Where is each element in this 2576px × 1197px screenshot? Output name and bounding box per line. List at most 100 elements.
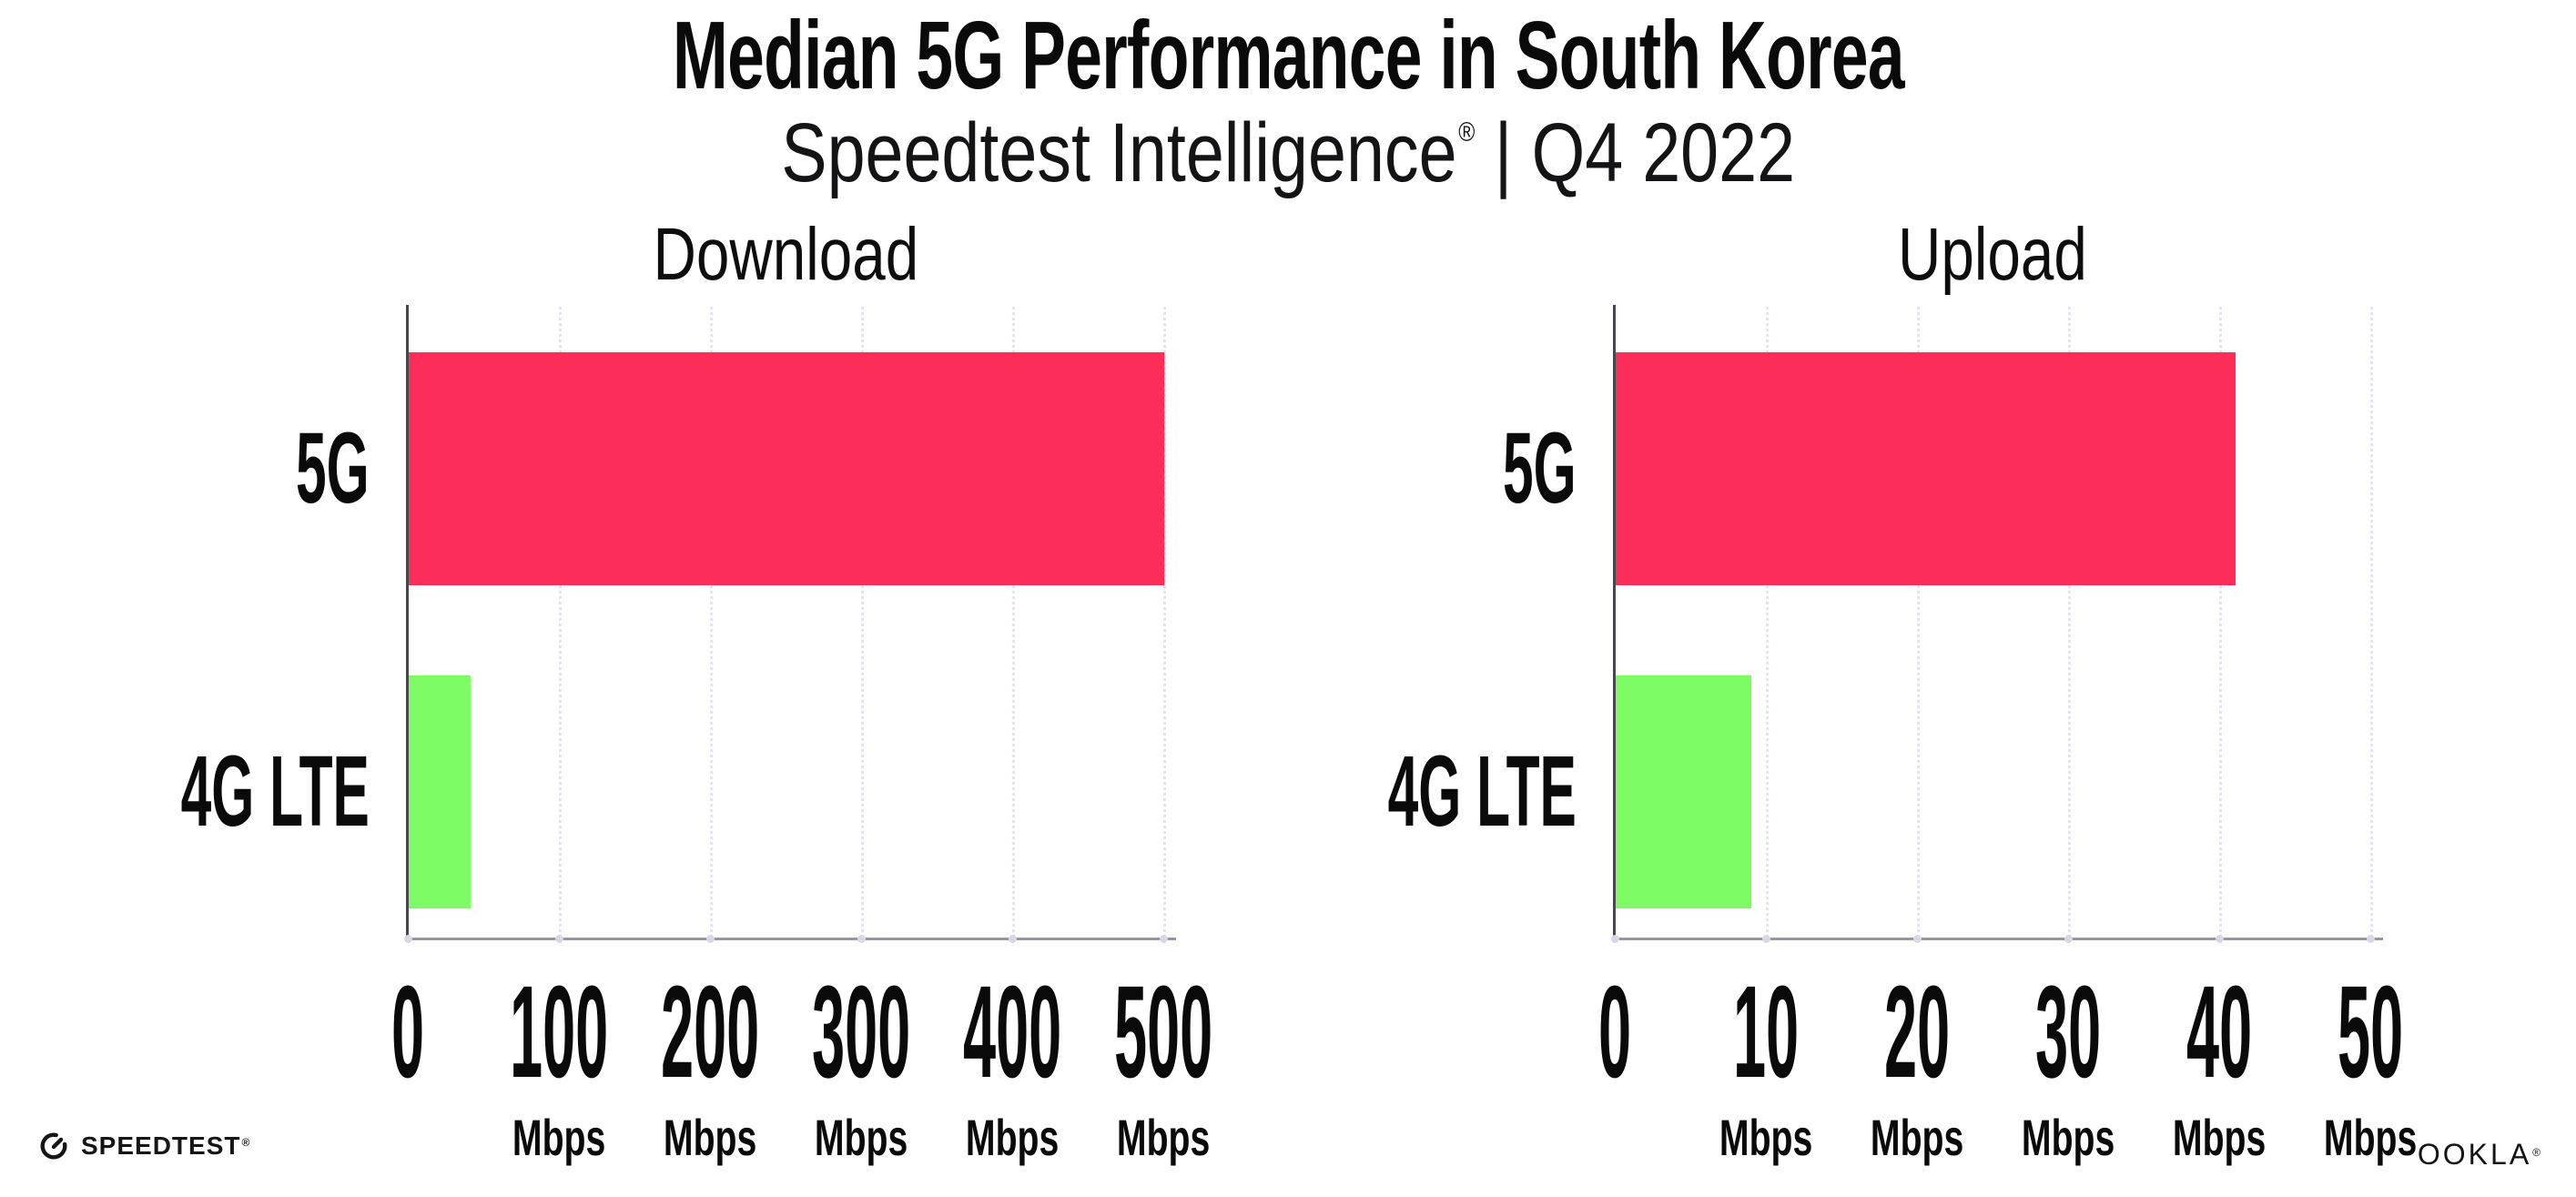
category-label-text-4g-lte: 4G LTE [180, 735, 370, 847]
x-tick-unit-30: Mbps [1932, 1111, 2205, 1164]
x-tick-unit-400: Mbps [876, 1111, 1149, 1164]
x-tick-label-30: 30 [1932, 964, 2205, 1101]
axis-tick-dot-40 [2215, 935, 2224, 943]
gridline-200 [710, 307, 713, 938]
x-tick-unit-50: Mbps [2234, 1111, 2507, 1164]
gridline-30 [2068, 307, 2071, 938]
x-tick-value: 100 [509, 959, 609, 1105]
subtitle-period: Q4 2022 [1531, 107, 1795, 199]
x-tick-unit-text: Mbps [965, 1109, 1060, 1166]
x-tick-label-0: 0 [271, 964, 544, 1101]
x-tick-unit-text: Mbps [814, 1109, 908, 1166]
x-tick-label-10: 10 [1629, 964, 1902, 1101]
axis-tick-dot-30 [2064, 935, 2073, 943]
x-tick-label-0: 0 [1478, 964, 1751, 1101]
category-label-text-5g: 5G [296, 412, 370, 524]
x-tick-unit-text: Mbps [2021, 1109, 2115, 1166]
upload-chart: Upload 0 Mbps 10 Mbps 20 Mbps 30 Mbps 40 Mbps 50 5G… [1388, 214, 2417, 1164]
download-chart-title: Download [353, 214, 1218, 296]
x-tick-label-300: 300 [725, 964, 998, 1101]
x-tick-value: 40 [2186, 959, 2253, 1105]
x-tick-label-100: 100 [422, 964, 695, 1101]
speedtest-wordmark: SPEEDTEST [81, 1131, 241, 1160]
x-tick-value: 300 [811, 959, 911, 1105]
ookla-logo: OOKLA® [2418, 1138, 2543, 1172]
axis-tick-dot-200 [705, 935, 715, 943]
x-tick-unit-text: Mbps [1719, 1109, 1813, 1166]
x-tick-value: 50 [2337, 959, 2404, 1105]
x-tick-value: 200 [660, 959, 760, 1105]
bar-4g-lte [409, 675, 472, 908]
x-tick-label-200: 200 [573, 964, 847, 1101]
x-tick-value: 400 [962, 959, 1062, 1105]
x-tick-unit-300: Mbps [725, 1111, 998, 1164]
speedtest-registered-mark: ® [241, 1136, 251, 1149]
gridline-40 [2219, 307, 2222, 938]
page-title-text: Median 5G Performance in South Korea [672, 2, 1905, 109]
ookla-wordmark: OOKLA [2417, 1138, 2532, 1171]
x-tick-label-20: 20 [1780, 964, 2054, 1101]
x-tick-label-400: 400 [876, 964, 1149, 1101]
axis-tick-dot-0 [403, 935, 412, 943]
category-label-4g-lte: 4G LTE [0, 739, 370, 845]
download-chart-title-text: Download [653, 213, 918, 296]
x-tick-value: 500 [1113, 959, 1213, 1105]
download-chart: Download 0 Mbps 100 Mbps 200 Mbps 300 Mbps 400 Mb… [181, 214, 1212, 1164]
x-tick-unit-10: Mbps [1629, 1111, 1902, 1164]
speedtest-logo: SPEEDTEST® [38, 1131, 250, 1161]
bar-5g [1616, 352, 2236, 585]
subtitle-separator: | [1494, 107, 1513, 199]
axis-tick-dot-300 [857, 935, 866, 943]
gridline-10 [1766, 307, 1769, 938]
gridline-20 [1917, 307, 1920, 938]
upload-x-axis-line [1613, 938, 2383, 940]
gridline-100 [559, 307, 562, 938]
axis-tick-dot-50 [2366, 935, 2375, 943]
page-title: Median 5G Performance in South Korea [0, 2, 2576, 109]
category-label-text-4g-lte: 4G LTE [1387, 735, 1577, 847]
x-tick-unit-500: Mbps [1027, 1111, 1300, 1164]
download-x-axis-line [406, 938, 1176, 940]
x-tick-value: 0 [1597, 959, 1632, 1105]
page-subtitle: Speedtest Intelligence® | Q4 2022 [0, 106, 2576, 220]
x-tick-unit-text: Mbps [663, 1109, 757, 1166]
category-label-text-5g: 5G [1503, 412, 1577, 524]
speedtest-logo-text: SPEEDTEST® [81, 1131, 250, 1161]
upload-y-axis-line [1613, 305, 1616, 941]
x-tick-value: 10 [1732, 959, 1800, 1105]
x-tick-value: 0 [390, 959, 425, 1105]
axis-tick-dot-500 [1159, 935, 1168, 943]
download-y-axis-line [406, 305, 409, 941]
page-subtitle-text: Speedtest Intelligence® | Q4 2022 [781, 106, 1795, 220]
x-tick-value: 20 [1883, 959, 1951, 1105]
bar-4g-lte [1616, 675, 1752, 908]
gridline-300 [861, 307, 864, 938]
axis-tick-dot-100 [554, 935, 563, 943]
x-tick-unit-100: Mbps [422, 1111, 695, 1164]
axis-tick-dot-10 [1761, 935, 1770, 943]
x-tick-unit-20: Mbps [1780, 1111, 2054, 1164]
x-tick-unit-text: Mbps [1870, 1109, 1964, 1166]
gridline-500 [1163, 307, 1166, 938]
x-tick-unit-text: Mbps [512, 1109, 606, 1166]
gridline-400 [1012, 307, 1015, 938]
x-tick-label-50: 50 [2234, 964, 2507, 1101]
category-label-5g: 5G [1121, 416, 1577, 522]
x-tick-unit-text: Mbps [1116, 1109, 1211, 1166]
speedtest-gauge-icon [40, 1132, 67, 1160]
upload-chart-title-text: Upload [1898, 213, 2087, 296]
axis-tick-dot-20 [1912, 935, 1922, 943]
gridline-50 [2370, 307, 2373, 938]
upload-chart-title: Upload [1560, 214, 2425, 296]
registered-trademark-symbol: ® [1458, 117, 1476, 147]
x-tick-label-500: 500 [1027, 964, 1300, 1101]
category-label-5g: 5G [0, 416, 370, 522]
category-label-4g-lte: 4G LTE [1121, 739, 1577, 845]
axis-tick-dot-0 [1610, 935, 1619, 943]
x-tick-label-40: 40 [2083, 964, 2356, 1101]
x-tick-value: 30 [2034, 959, 2102, 1105]
x-tick-unit-40: Mbps [2083, 1111, 2356, 1164]
x-tick-unit-200: Mbps [573, 1111, 847, 1164]
x-tick-unit-text: Mbps [2323, 1109, 2418, 1166]
